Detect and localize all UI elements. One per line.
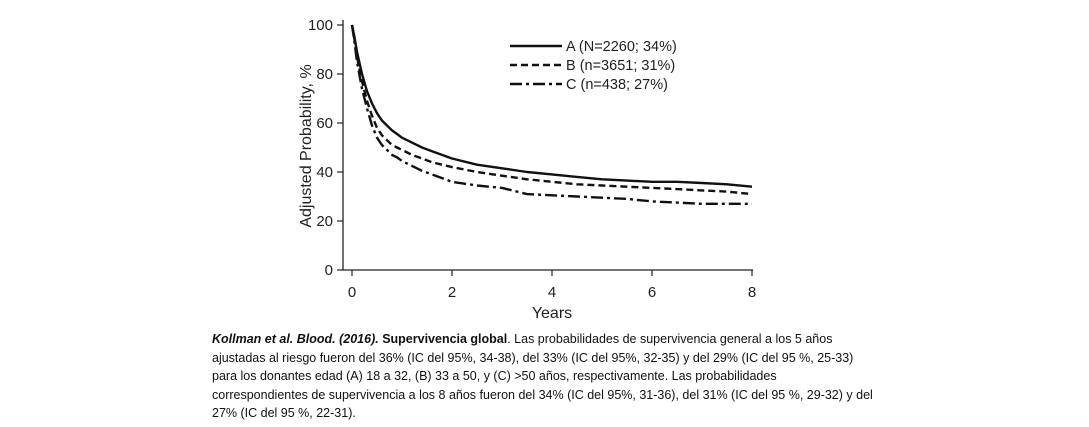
caption-line-3: para los donantes edad (A) 18 a 32, (B) … <box>212 369 777 383</box>
y-axis-label: Adjusted Probability, % <box>298 64 315 227</box>
y-tick-label-1: 20 <box>316 213 333 230</box>
y-tick-label-5: 100 <box>308 17 333 34</box>
x-tick-label-4: 8 <box>748 284 756 301</box>
caption-citation: Kollman et al. Blood. (2016). <box>212 332 379 346</box>
survival-chart: 0 20 40 60 80 100 0 2 4 6 8 Years Adjusted Probab… <box>298 17 756 322</box>
legend-label-c: C (n=438; 27%) <box>566 77 668 93</box>
y-tick-label-3: 60 <box>316 115 333 132</box>
chart-legend: A (N=2260; 34%) B (n=3651; 31%) C (n=438; … <box>510 39 677 93</box>
legend-label-b: B (n=3651; 31%) <box>566 58 675 74</box>
y-tick-label-2: 40 <box>316 164 333 181</box>
x-tick-label-2: 4 <box>548 284 556 301</box>
x-axis-label: Years <box>532 305 572 322</box>
series-line-b <box>350 24 753 196</box>
y-ticks: 0 20 40 60 80 100 <box>308 17 343 279</box>
y-tick-label-0: 0 <box>325 262 333 279</box>
series-lines <box>350 24 753 205</box>
x-tick-label-0: 0 <box>348 284 356 301</box>
caption-heading: Supervivencia global <box>382 332 508 346</box>
y-tick-label-4: 80 <box>316 66 333 83</box>
legend-label-a: A (N=2260; 34%) <box>566 39 677 55</box>
x-tick-label-1: 2 <box>448 284 456 301</box>
caption-line-2: ajustadas al riesgo fueron del 36% (IC d… <box>212 350 854 365</box>
chart-axes <box>342 20 753 271</box>
x-ticks: 0 2 4 6 8 <box>348 270 756 301</box>
caption-line-1-rest: . Las probabilidades de supervivencia ge… <box>507 332 833 346</box>
caption-line-4: correspondientes de supervivencia a los … <box>212 387 873 402</box>
series-line-c <box>350 24 752 205</box>
caption-line-1: Kollman et al. Blood. (2016). Superviven… <box>212 330 892 349</box>
caption-line-5: 27% (IC del 95 %, 22-31). <box>212 406 356 420</box>
figure-caption: Kollman et al. Blood. (2016). Superviven… <box>212 330 892 423</box>
x-tick-label-3: 6 <box>648 284 656 301</box>
series-line-a <box>350 24 753 188</box>
